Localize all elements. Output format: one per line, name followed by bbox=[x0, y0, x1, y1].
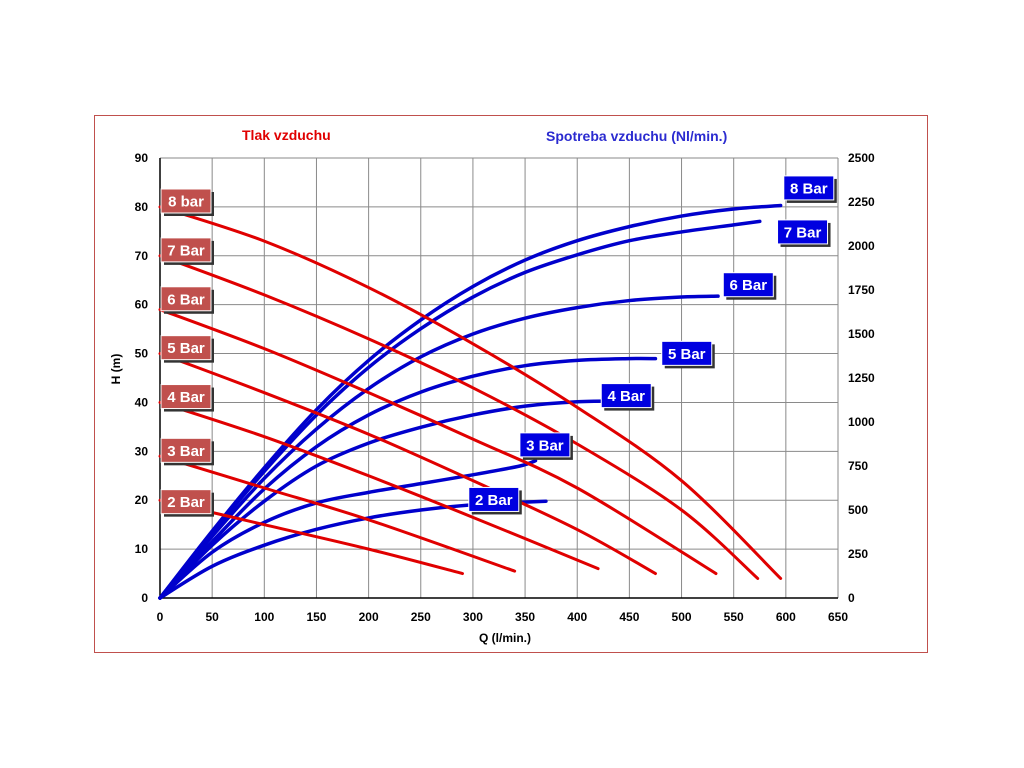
y-left-tick-label: 50 bbox=[135, 347, 149, 361]
label-text: 2 Bar bbox=[167, 494, 205, 511]
chart-frame bbox=[94, 115, 928, 653]
y-right-tick-label: 750 bbox=[848, 459, 868, 473]
air-consumption-line bbox=[158, 356, 658, 600]
pressure-heading: Tlak vzduchu bbox=[242, 127, 331, 143]
x-tick-label: 100 bbox=[254, 610, 274, 624]
label-box bbox=[160, 437, 212, 463]
x-tick-label: 650 bbox=[828, 610, 848, 624]
consumption-label-badge: 7 Bar bbox=[777, 219, 831, 247]
air-consumption-line bbox=[158, 294, 720, 600]
label-box bbox=[160, 489, 212, 515]
y-left-tick-label: 20 bbox=[135, 493, 149, 507]
x-tick-label: 400 bbox=[567, 610, 587, 624]
x-tick-label: 550 bbox=[724, 610, 744, 624]
x-tick-label: 0 bbox=[157, 610, 164, 624]
x-tick-label: 50 bbox=[205, 610, 219, 624]
x-tick-label: 200 bbox=[359, 610, 379, 624]
y-right-tick-label: 250 bbox=[848, 547, 868, 561]
label-box bbox=[661, 340, 713, 366]
head-pressure-line bbox=[158, 352, 657, 576]
consumption-label-badge: 3 Bar bbox=[519, 432, 573, 460]
y-left-tick-label: 90 bbox=[135, 151, 149, 165]
consumption-label-badge: 6 Bar bbox=[722, 272, 777, 300]
label-text: 5 Bar bbox=[668, 346, 706, 363]
air-consumption-line bbox=[158, 219, 762, 600]
head-pressure-line bbox=[158, 454, 517, 573]
series-layer bbox=[158, 203, 783, 600]
label-text: 3 Bar bbox=[167, 443, 205, 460]
label-text: 6 Bar bbox=[730, 277, 768, 294]
label-text: 6 Bar bbox=[167, 291, 205, 308]
head-pressure-line bbox=[158, 308, 718, 576]
label-box bbox=[777, 219, 829, 245]
label-box bbox=[519, 432, 571, 458]
x-tick-label: 300 bbox=[463, 610, 483, 624]
air-consumption-line bbox=[158, 203, 783, 600]
label-text: 4 Bar bbox=[167, 389, 205, 406]
y-left-tick-label: 10 bbox=[135, 542, 149, 556]
label-box bbox=[160, 188, 212, 214]
y-right-tick-label: 2250 bbox=[848, 195, 875, 209]
label-text: 7 Bar bbox=[167, 242, 205, 259]
tick-layer: 0 50 100 150 200 250 300 350 400 450 500 550 600 6500… bbox=[135, 151, 875, 624]
x-tick-label: 500 bbox=[672, 610, 692, 624]
x-tick-label: 350 bbox=[515, 610, 535, 624]
y-left-tick-label: 40 bbox=[135, 395, 149, 409]
label-text: 8 bar bbox=[168, 194, 204, 211]
label-box bbox=[160, 335, 212, 361]
x-tick-label: 600 bbox=[776, 610, 796, 624]
head-pressure-line bbox=[158, 254, 760, 580]
pressure-label-badge: 8 bar bbox=[160, 188, 214, 216]
y-left-tick-label: 60 bbox=[135, 298, 149, 312]
y-left-tick-label: 30 bbox=[135, 444, 149, 458]
label-box bbox=[600, 383, 652, 409]
label-box bbox=[722, 272, 774, 298]
pressure-label-badge: 6 Bar bbox=[160, 286, 214, 314]
label-text: 2 Bar bbox=[475, 492, 513, 509]
consumption-heading: Spotreba vzduchu (Nl/min.) bbox=[546, 128, 727, 144]
y-right-tick-label: 2500 bbox=[848, 151, 875, 165]
x-tick-label: 150 bbox=[306, 610, 326, 624]
consumption-label-badge: 4 Bar bbox=[600, 383, 655, 411]
consumption-label-badge: 2 Bar bbox=[468, 486, 522, 515]
y-right-tick-label: 0 bbox=[848, 591, 855, 605]
y-right-tick-label: 1750 bbox=[848, 283, 875, 297]
y-right-tick-label: 1000 bbox=[848, 415, 875, 429]
head-pressure-line bbox=[158, 400, 600, 571]
y-right-tick-label: 1500 bbox=[848, 327, 875, 341]
pressure-label-badge: 7 Bar bbox=[160, 237, 214, 265]
label-text: 3 Bar bbox=[526, 437, 564, 454]
y-right-tick-label: 1250 bbox=[848, 371, 875, 385]
y-axis-title: H (m) bbox=[109, 354, 123, 385]
label-box bbox=[783, 175, 835, 201]
pressure-label-badge: 2 Bar bbox=[160, 489, 214, 517]
pressure-label-badge: 4 Bar bbox=[160, 384, 214, 412]
pressure-label-badge: 5 Bar bbox=[160, 335, 214, 363]
air-consumption-line bbox=[158, 458, 538, 600]
x-axis-title: Q (l/min.) bbox=[479, 631, 531, 645]
air-consumption-line bbox=[158, 399, 632, 600]
label-box bbox=[160, 286, 212, 312]
y-right-tick-label: 500 bbox=[848, 503, 868, 517]
label-layer: 2 Bar 3 Bar 4 Bar 5 Bar 6 Bar 7 Bar 8 bar 2 Bar… bbox=[160, 175, 837, 517]
y-right-tick-label: 2000 bbox=[848, 239, 875, 253]
label-text: 8 Bar bbox=[790, 180, 828, 197]
y-left-tick-label: 80 bbox=[135, 200, 149, 214]
y-left-tick-label: 70 bbox=[135, 249, 149, 263]
x-tick-label: 450 bbox=[619, 610, 639, 624]
label-box bbox=[468, 486, 520, 512]
label-box bbox=[160, 237, 212, 263]
label-box bbox=[160, 384, 212, 410]
pressure-label-badge: 3 Bar bbox=[160, 437, 214, 466]
y-left-tick-label: 0 bbox=[141, 591, 148, 605]
consumption-label-badge: 5 Bar bbox=[661, 340, 715, 369]
consumption-label-badge: 8 Bar bbox=[783, 175, 837, 203]
x-tick-label: 250 bbox=[411, 610, 431, 624]
label-text: 7 Bar bbox=[784, 224, 822, 241]
label-text: 4 Bar bbox=[607, 388, 645, 405]
label-text: 5 Bar bbox=[167, 340, 205, 357]
head-pressure-line bbox=[158, 205, 783, 580]
